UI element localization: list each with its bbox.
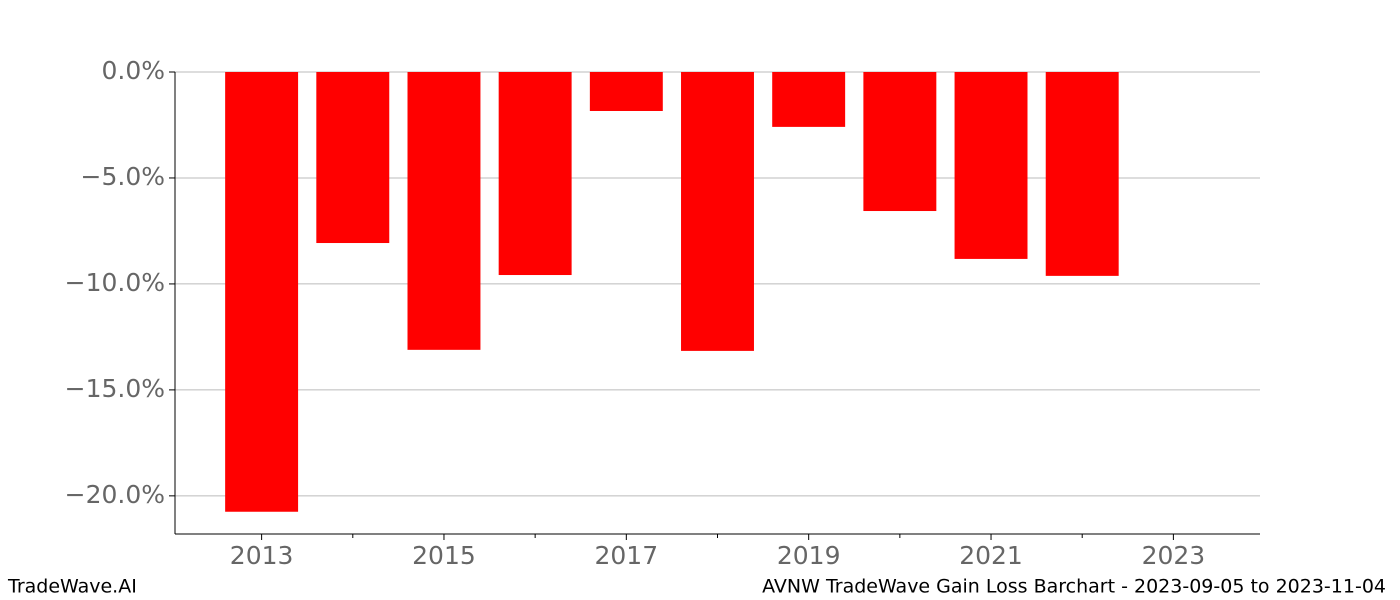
bar [407, 72, 481, 350]
bar [1045, 72, 1119, 276]
bar [954, 72, 1028, 259]
y-tick-label: −15.0% [65, 374, 165, 403]
x-tick-label: 2019 [777, 541, 841, 570]
footer-left: TradeWave.AI [7, 576, 137, 598]
bar [589, 72, 663, 111]
bar [772, 72, 846, 127]
x-tick-label: 2021 [959, 541, 1023, 570]
y-tick-label: 0.0% [101, 56, 165, 85]
bar [681, 72, 754, 351]
bar [316, 72, 390, 244]
bar [225, 72, 299, 512]
footer-right: AVNW TradeWave Gain Loss Barchart - 2023… [762, 576, 1386, 598]
x-tick-label: 2015 [412, 541, 476, 570]
bar [498, 72, 572, 276]
y-tick-label: −20.0% [65, 480, 165, 509]
x-tick-label: 2013 [230, 541, 294, 570]
bar [863, 72, 937, 212]
x-tick-label: 2017 [595, 541, 659, 570]
x-tick-label: 2023 [1142, 541, 1206, 570]
y-tick-label: −5.0% [81, 162, 165, 191]
y-tick-label: −10.0% [65, 268, 165, 297]
